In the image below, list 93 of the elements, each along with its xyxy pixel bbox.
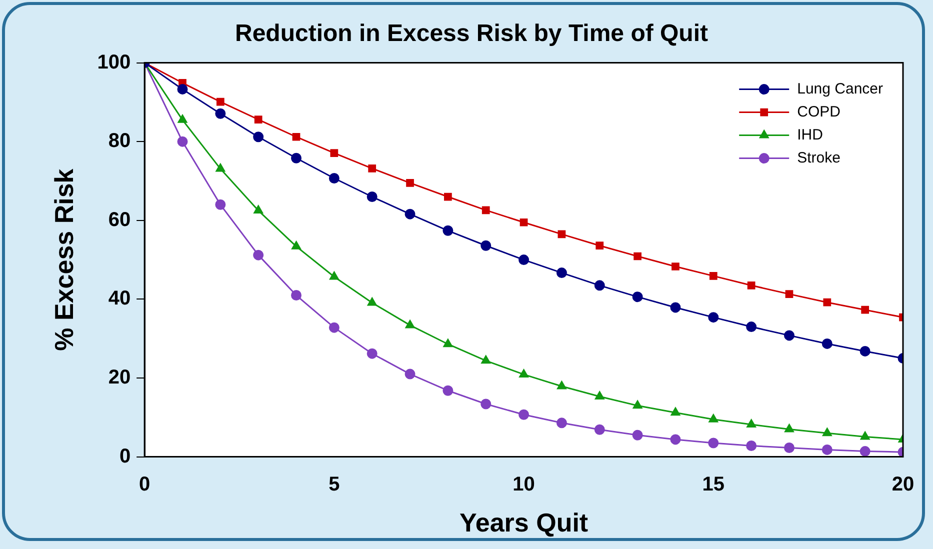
x-tick-label: 5 [328, 473, 340, 496]
x-tick-label: 20 [892, 473, 914, 496]
point [632, 292, 643, 302]
point [253, 250, 264, 260]
point [672, 262, 680, 270]
point [177, 136, 188, 147]
point [708, 312, 719, 323]
y-tick-label: 0 [119, 445, 131, 468]
point [520, 218, 528, 226]
point [708, 438, 719, 448]
point [328, 322, 340, 333]
point [367, 297, 377, 306]
point [634, 252, 642, 260]
point [860, 446, 870, 457]
point [670, 434, 681, 445]
point [708, 414, 718, 422]
y-tick-label: 100 [97, 51, 131, 74]
point [216, 164, 226, 172]
x-axis-title: Years Quit [459, 508, 588, 538]
point [784, 424, 794, 432]
point [746, 322, 757, 332]
point [823, 298, 832, 306]
y-tick-label: 20 [108, 366, 131, 389]
point [404, 208, 416, 220]
x-tick-label: 0 [139, 473, 150, 496]
legend-label: COPD [797, 103, 841, 120]
point [784, 442, 794, 453]
point [746, 419, 756, 428]
point [291, 152, 302, 164]
point [594, 424, 605, 435]
point [406, 179, 414, 187]
point [709, 272, 718, 280]
point [594, 391, 604, 400]
point [330, 271, 339, 280]
legend-label: Lung Cancer [797, 80, 884, 98]
point [785, 290, 794, 298]
point [254, 205, 263, 214]
point [596, 242, 604, 250]
point [366, 192, 378, 202]
point [254, 116, 262, 124]
point [670, 407, 680, 416]
point [822, 428, 832, 436]
point [822, 338, 832, 349]
point [860, 346, 870, 356]
point [444, 192, 452, 201]
point [291, 290, 302, 301]
point [215, 108, 226, 119]
x-tick-label: 10 [512, 473, 535, 496]
point [368, 164, 376, 172]
point [328, 172, 340, 184]
point [292, 241, 301, 250]
y-tick-label: 60 [108, 208, 131, 231]
point [632, 400, 642, 409]
point [594, 280, 605, 291]
point [557, 381, 566, 390]
y-tick-label: 80 [108, 130, 131, 152]
x-tick-label: 15 [702, 473, 725, 496]
point [366, 348, 378, 359]
point [632, 430, 643, 440]
legend-label: IHD [797, 126, 824, 144]
point [519, 369, 528, 378]
point [482, 206, 490, 214]
point [670, 302, 681, 313]
point [442, 225, 454, 236]
point [216, 98, 224, 106]
point [784, 330, 794, 341]
point [556, 418, 567, 428]
point [822, 444, 832, 455]
point [405, 320, 415, 328]
y-tick-label: 40 [108, 288, 131, 310]
point [178, 114, 188, 123]
point [177, 84, 188, 94]
point [860, 431, 870, 440]
point [558, 230, 566, 238]
point [404, 368, 416, 380]
point [330, 149, 338, 157]
point [518, 409, 530, 420]
point [861, 306, 870, 314]
point [481, 355, 491, 364]
point [253, 132, 264, 142]
legend-label: Stroke [797, 149, 840, 166]
y-axis-title: % Excess Risk [48, 168, 79, 351]
chart-title: Reduction in Excess Risk by Time of Quit [234, 20, 708, 48]
point [215, 199, 226, 210]
point [746, 440, 757, 452]
point [480, 398, 492, 410]
point [518, 254, 530, 266]
point [292, 132, 300, 141]
point [747, 281, 756, 290]
point [442, 385, 454, 396]
point [480, 240, 492, 251]
point [556, 268, 567, 278]
point [443, 338, 453, 348]
